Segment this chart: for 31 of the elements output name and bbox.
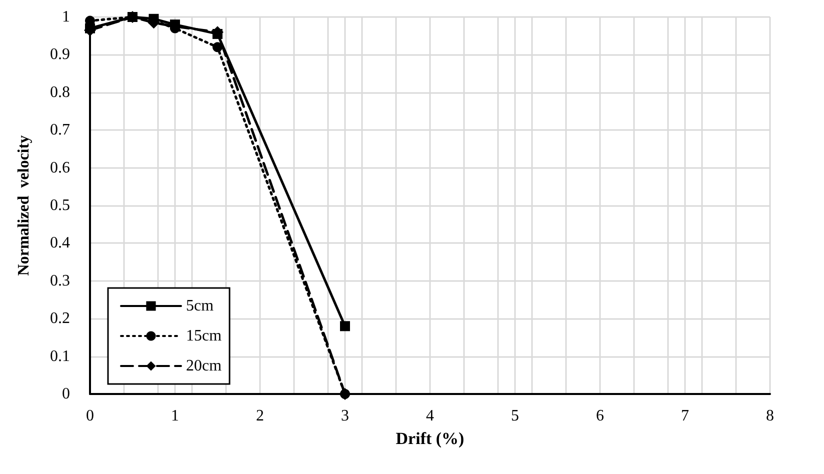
y-tick-label: 0.6 (50, 159, 70, 176)
y-tick-label: 0.9 (50, 46, 70, 64)
y-axis-title: Normalized velocity (16, 135, 32, 276)
x-tick-label: 5 (511, 408, 519, 424)
x-tick-label: 6 (596, 408, 604, 424)
x-tick-label: 4 (426, 408, 434, 424)
x-tick-label: 7 (681, 408, 689, 424)
y-tick-label: 0.4 (50, 234, 70, 252)
y-tick-label: 0 (62, 386, 70, 402)
x-tick-label: 1 (171, 408, 179, 424)
y-tick-label: 0.1 (50, 348, 70, 365)
x-tick-label: 0 (86, 408, 94, 424)
y-tick-label: 0.2 (50, 310, 70, 328)
x-tick-label: 8 (766, 408, 774, 424)
y-tick-label: 0.5 (50, 197, 70, 214)
point (128, 12, 138, 22)
x-axis-title: Drift (%) (396, 429, 464, 448)
point (212, 28, 222, 39)
y-tick-label: 0.3 (50, 272, 70, 290)
point (85, 23, 95, 34)
x-tick-label: 2 (256, 408, 264, 424)
y-tick-label: 0.7 (50, 122, 70, 139)
point (340, 321, 350, 332)
point (170, 20, 180, 30)
y-tick-label: 1 (62, 8, 70, 26)
point (212, 42, 222, 52)
legend-label: 5cm (186, 298, 214, 314)
x-tick-label: 3 (341, 408, 349, 424)
legend-label: 20cm (186, 358, 222, 374)
y-tick-label: 0.8 (50, 84, 70, 101)
legend-label: 15cm (186, 328, 222, 344)
